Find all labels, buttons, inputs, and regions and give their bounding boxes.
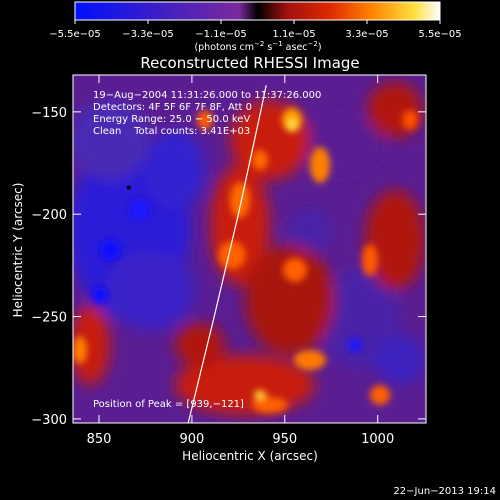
colorbar-gradient	[74, 1, 441, 21]
annotation-energy-range: Energy Range: 25.0 − 50.0 keV	[93, 114, 250, 125]
y-tick-label-0: −150	[31, 106, 67, 121]
annotation-detectors: Detectors: 4F 5F 6F 7F 8F, Att 0	[93, 102, 252, 113]
solar-limb-curve	[187, 85, 267, 423]
y-tick-label-2: −250	[31, 311, 67, 326]
y-axis: −150 −200 −250 −300 Heliocentric Y (arcs…	[11, 106, 67, 428]
peak-marker	[126, 185, 131, 190]
annotation-clean-counts: Clean Total counts: 3.41E+03	[93, 126, 250, 137]
x-axis-ticks	[98, 75, 379, 423]
colorbar-tick-label-4: 3.3e−05	[345, 29, 388, 40]
x-axis: 850 900 950 1000 Heliocentric X (arcsec)	[87, 432, 395, 463]
annotation-peak-position: Position of Peak = [939,−121]	[93, 399, 244, 410]
y-axis-label: Heliocentric Y (arcsec)	[11, 183, 25, 318]
peak-layer	[126, 185, 131, 190]
x-axis-label: Heliocentric X (arcsec)	[182, 449, 318, 463]
colorbar-unit-label: (photons cm−2 s−1 asec−2)	[194, 40, 321, 53]
y-tick-label-1: −200	[31, 208, 67, 223]
colorbar-tick-label-3: 1.1e−05	[272, 29, 315, 40]
x-tick-label-0: 850	[87, 432, 112, 447]
y-axis-ticks	[73, 111, 426, 420]
colorbar: −5.5e−05 −3.3e−05 −1.1e−05 1.1e−05 3.3e−…	[49, 1, 462, 53]
x-tick-label-1: 900	[179, 432, 204, 447]
info-annotations: 19−Aug−2004 11:31:26.000 to 11:37:26.000…	[93, 90, 321, 410]
chart-title: Reconstructed RHESSI Image	[140, 54, 359, 72]
footer-timestamp: 22−Jun−2013 19:14	[393, 486, 496, 497]
limb-layer	[187, 85, 267, 423]
plot-frame	[72, 74, 427, 424]
x-tick-label-2: 950	[272, 432, 297, 447]
colorbar-tick-label-2: −1.1e−05	[195, 29, 247, 40]
annotation-time-range: 19−Aug−2004 11:31:26.000 to 11:37:26.000	[93, 90, 321, 101]
colorbar-ticks	[74, 20, 441, 24]
y-tick-label-3: −300	[31, 413, 67, 428]
heatmap-image	[73, 75, 426, 423]
colorbar-tick-label-0: −5.5e−05	[49, 29, 101, 40]
x-tick-label-3: 1000	[361, 432, 394, 447]
colorbar-tick-label-5: 5.5e−05	[418, 29, 461, 40]
colorbar-tick-label-1: −3.3e−05	[122, 29, 174, 40]
